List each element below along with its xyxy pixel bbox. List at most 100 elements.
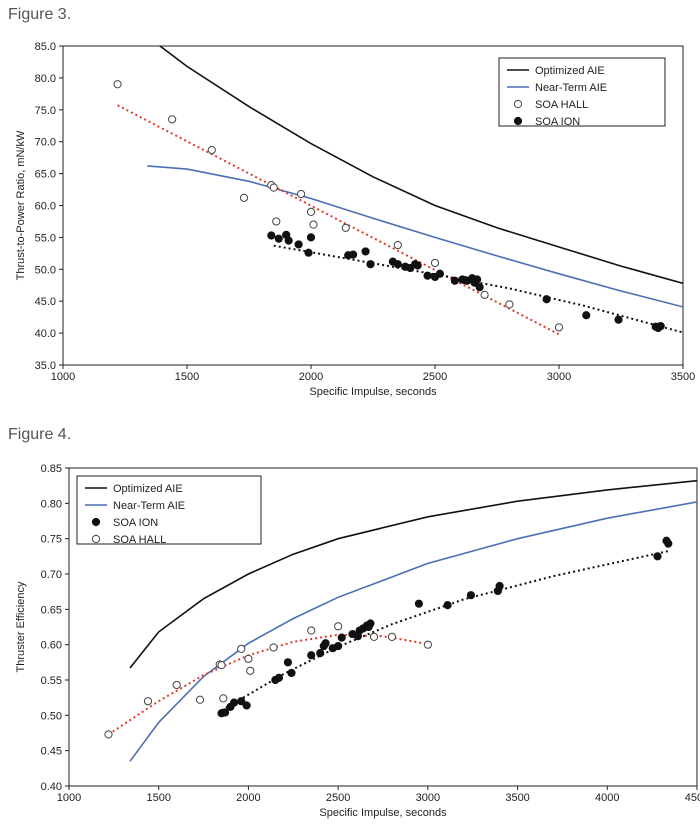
x-axis-title: Specific Impulse, seconds (319, 807, 447, 819)
hall-data-point (113, 80, 122, 89)
y-tick-label: 35.0 (35, 360, 56, 372)
y-tick-label: 80.0 (35, 73, 56, 85)
ion-data-point (274, 234, 283, 243)
hall-data-point (239, 193, 249, 202)
y-tick-label: 0.70 (41, 569, 62, 581)
y-tick-label: 60.0 (35, 201, 56, 213)
hall-data-point (237, 644, 246, 654)
ion-data-point (366, 260, 375, 269)
hall-data-point (334, 622, 343, 631)
y-tick-label: 55.0 (35, 232, 56, 244)
legend-label: Near-Term AIE (535, 82, 607, 94)
hall-data-point (143, 697, 153, 706)
hall-data-point (168, 115, 177, 124)
hall-data-point (272, 217, 281, 226)
near-term-aie-line (147, 165, 683, 308)
hall-data-point (269, 643, 278, 652)
hall-data-point (309, 220, 318, 229)
ion-data-point (237, 697, 246, 706)
ion-data-point (664, 539, 673, 548)
x-tick-label: 3000 (416, 792, 440, 804)
ion-data-point (542, 295, 551, 304)
x-tick-label: 2500 (423, 371, 447, 383)
hall-data-point (393, 240, 402, 250)
optimized-aie-line (158, 46, 683, 285)
hall-data-point (217, 661, 226, 670)
x-tick-label: 3500 (671, 371, 695, 383)
ion-data-point (413, 261, 422, 270)
hall-data-point (430, 258, 440, 268)
ion-data-point (316, 649, 325, 658)
ion-data-point (495, 581, 504, 591)
legend-marker-swatch (513, 99, 523, 109)
ion-data-point (443, 600, 452, 610)
legend-marker-swatch (91, 534, 101, 544)
ion-data-point (653, 552, 662, 561)
plot-area-frame (68, 467, 698, 787)
ion-data-point (294, 240, 303, 249)
ion-data-point (614, 315, 623, 324)
ion-data-point (287, 668, 296, 678)
hall-data-point (207, 145, 216, 155)
hall-data-point (296, 189, 306, 199)
x-tick-label: 2000 (236, 792, 260, 804)
ion-data-point (582, 311, 591, 320)
hall-data-point (307, 626, 316, 635)
ion-data-point (473, 275, 482, 284)
x-tick-label: 2500 (326, 792, 350, 804)
ion-data-point (337, 633, 346, 642)
y-tick-label: 0.85 (41, 463, 62, 475)
hall-data-point (387, 632, 397, 641)
y-axis-title: Thrust-to-Power Ratio, mN/kW (15, 130, 27, 280)
y-tick-label: 40.0 (35, 328, 56, 340)
y-tick-label: 0.80 (41, 498, 62, 510)
x-tick-label: 1000 (51, 371, 75, 383)
y-tick-label: 0.45 (41, 746, 62, 758)
ion-data-point (423, 271, 432, 280)
hall-data-point (306, 207, 316, 216)
hall-data-point (244, 654, 253, 663)
ion-data-point (435, 269, 445, 278)
y-tick-label: 0.55 (41, 675, 62, 687)
ion-data-point (361, 247, 370, 256)
y-axis-title: Thruster Efficiency (15, 581, 27, 672)
x-tick-label: 4000 (595, 792, 619, 804)
figure-3-chart: 1000 1500 2000 2500 3000 3500 35.0 40.0 45.0 50.0… (15, 41, 695, 398)
x-axis-title: Specific Impulse, seconds (309, 386, 437, 398)
ion-data-point (656, 321, 665, 331)
x-tick-label: 3000 (547, 371, 571, 383)
ion-data-point (304, 248, 313, 257)
y-tick-label: 70.0 (35, 137, 56, 149)
hall-data-point (269, 183, 278, 192)
hall-data-point (104, 730, 113, 739)
y-tick-label: 0.50 (41, 710, 62, 722)
legend-label: SOA ION (113, 517, 158, 529)
near-term-aie-line (129, 501, 697, 762)
ion-data-point (475, 283, 484, 292)
y-tick-label: 45.0 (35, 296, 56, 308)
figure-4-caption: Figure 4. (8, 426, 72, 443)
ion-data-point (349, 250, 358, 259)
ion-data-point (267, 231, 276, 240)
hall-trendline (117, 104, 560, 336)
x-tick-label: 2000 (299, 371, 323, 383)
x-tick-label: 4500 (685, 792, 700, 804)
ion-data-point (466, 591, 476, 600)
legend-label: SOA HALL (113, 534, 166, 546)
ion-data-point (221, 708, 230, 717)
ion-data-point (307, 651, 316, 660)
ion-data-point (414, 599, 423, 608)
y-tick-label: 0.65 (41, 604, 62, 616)
x-tick-label: 1500 (175, 371, 199, 383)
ion-data-point (284, 236, 293, 245)
legend-box (76, 475, 262, 545)
hall-data-point (369, 632, 379, 641)
ion-data-point (366, 619, 375, 628)
ion-data-point (393, 260, 402, 269)
legend-label: Optimized AIE (113, 483, 183, 495)
y-tick-label: 50.0 (35, 264, 56, 276)
legend-marker-swatch (513, 116, 523, 126)
y-tick-label: 0.75 (41, 534, 62, 546)
ion-data-point (306, 233, 316, 242)
y-tick-label: 0.60 (41, 640, 62, 652)
